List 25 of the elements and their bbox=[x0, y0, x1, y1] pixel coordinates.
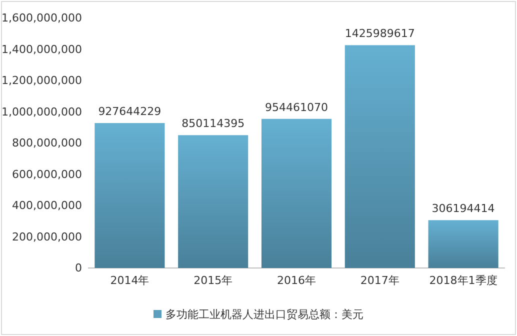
x-tick-label: 2016年 bbox=[277, 274, 316, 287]
bar bbox=[428, 220, 498, 268]
y-tick-label: 1,200,000,000 bbox=[2, 74, 82, 88]
y-tick-label: 400,000,000 bbox=[12, 199, 82, 212]
y-tick-label: 1,000,000,000 bbox=[2, 105, 82, 118]
y-tick-label: 1,600,000,000 bbox=[2, 12, 82, 25]
data-label: 927644229 bbox=[98, 105, 162, 118]
data-label: 850114395 bbox=[182, 117, 245, 130]
y-tick-label: 0 bbox=[75, 262, 82, 275]
y-tick-label: 600,000,000 bbox=[12, 168, 82, 181]
bar bbox=[178, 135, 248, 268]
y-tick-label: 1,400,000,000 bbox=[2, 42, 82, 56]
bar bbox=[344, 45, 415, 268]
data-label: 306194414 bbox=[432, 202, 495, 216]
data-label: 954461070 bbox=[265, 100, 328, 114]
data-label: 1425989617 bbox=[344, 27, 415, 40]
x-tick-label: 2015年 bbox=[194, 274, 233, 287]
x-tick-label: 2014年 bbox=[110, 274, 150, 287]
y-tick-label: 800,000,000 bbox=[12, 136, 82, 150]
bar bbox=[261, 118, 332, 268]
x-tick-label: 2017年 bbox=[360, 274, 400, 287]
bar bbox=[94, 123, 165, 268]
legend-label: 多功能工业机器人进出口贸易总额：美元 bbox=[166, 308, 364, 321]
y-tick-label: 200,000,000 bbox=[12, 230, 82, 244]
x-tick-label: 2018年1季度 bbox=[429, 274, 498, 287]
